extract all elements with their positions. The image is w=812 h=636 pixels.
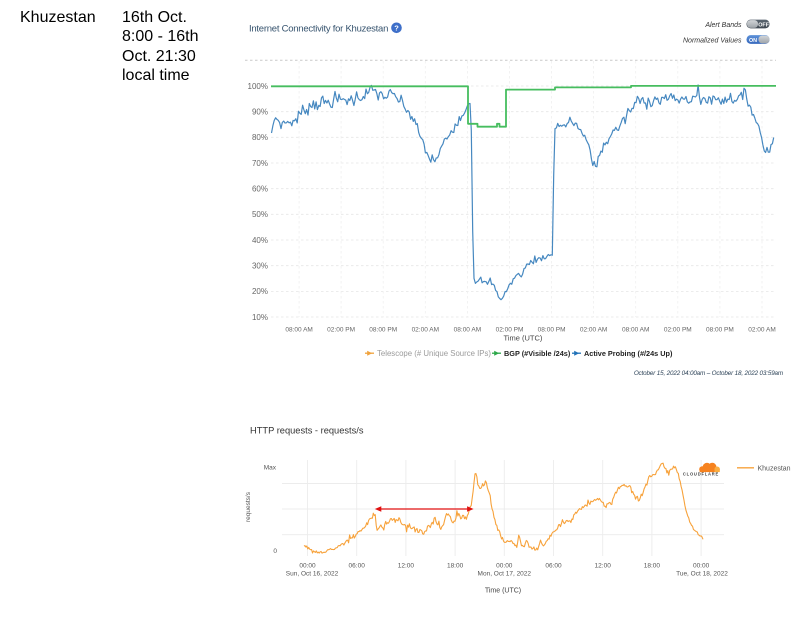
svg-text:OFF: OFF xyxy=(758,23,769,29)
svg-text:Time (UTC): Time (UTC) xyxy=(504,334,543,343)
svg-text:0: 0 xyxy=(273,548,277,555)
svg-text:90%: 90% xyxy=(252,108,268,117)
svg-text:08:00 AM: 08:00 AM xyxy=(622,327,649,334)
svg-text:Mon, Oct 17, 2022: Mon, Oct 17, 2022 xyxy=(478,571,532,578)
svg-text:BGP (#Visible /24s): BGP (#Visible /24s) xyxy=(504,349,571,358)
svg-text:06:00: 06:00 xyxy=(545,563,562,570)
svg-text:08:00 AM: 08:00 AM xyxy=(454,327,481,334)
svg-text:50%: 50% xyxy=(252,210,268,219)
svg-text:02:00 AM: 02:00 AM xyxy=(412,327,439,334)
svg-text:30%: 30% xyxy=(252,262,268,271)
svg-text:08:00 AM: 08:00 AM xyxy=(285,327,312,334)
svg-text:08:00 PM: 08:00 PM xyxy=(369,327,397,334)
svg-text:October 15, 2022 04:00am – Oct: October 15, 2022 04:00am – October 18, 2… xyxy=(634,370,783,377)
svg-text:02:00 PM: 02:00 PM xyxy=(496,327,524,334)
svg-text:02:00 AM: 02:00 AM xyxy=(580,327,607,334)
svg-text:02:00 PM: 02:00 PM xyxy=(327,327,355,334)
svg-text:12:00: 12:00 xyxy=(398,563,415,570)
svg-text:CLOUDFLARE: CLOUDFLARE xyxy=(683,471,719,476)
svg-text:80%: 80% xyxy=(252,133,268,142)
svg-text:40%: 40% xyxy=(252,236,268,245)
svg-text:12:00: 12:00 xyxy=(595,563,612,570)
svg-text:Time (UTC): Time (UTC) xyxy=(485,588,521,595)
svg-text:100%: 100% xyxy=(248,82,268,91)
svg-text:Alert Bands: Alert Bands xyxy=(704,22,742,29)
svg-text:Normalized Values: Normalized Values xyxy=(683,37,742,44)
svg-text:70%: 70% xyxy=(252,159,268,168)
svg-text:02:00 AM: 02:00 AM xyxy=(748,327,775,334)
svg-text:Telescope (# Unique Source IPs: Telescope (# Unique Source IPs) xyxy=(377,349,491,358)
svg-text:Active Probing (#/24s Up): Active Probing (#/24s Up) xyxy=(584,349,673,358)
svg-text:02:00 PM: 02:00 PM xyxy=(664,327,692,334)
svg-text:06:00: 06:00 xyxy=(349,563,366,570)
svg-text:requests/s: requests/s xyxy=(245,491,252,522)
svg-text:Tue, Oct 18, 2022: Tue, Oct 18, 2022 xyxy=(676,571,728,578)
svg-text:Khuzestan: Khuzestan xyxy=(758,465,791,472)
svg-text:60%: 60% xyxy=(252,185,268,194)
svg-text:18:00: 18:00 xyxy=(644,563,661,570)
svg-text:08:00 PM: 08:00 PM xyxy=(706,327,734,334)
svg-text:00:00: 00:00 xyxy=(693,563,710,570)
svg-text:Sun, Oct 16, 2022: Sun, Oct 16, 2022 xyxy=(286,571,339,578)
svg-text:HTTP requests - requests/s: HTTP requests - requests/s xyxy=(250,426,364,436)
svg-text:Internet Connectivity for Khuz: Internet Connectivity for Khuzestan xyxy=(249,24,388,35)
svg-text:Max: Max xyxy=(264,465,277,472)
svg-text:08:00 PM: 08:00 PM xyxy=(538,327,566,334)
svg-text:00:00: 00:00 xyxy=(299,563,316,570)
svg-text:?: ? xyxy=(394,24,399,33)
svg-text:10%: 10% xyxy=(252,313,268,322)
svg-text:00:00: 00:00 xyxy=(496,563,513,570)
svg-text:ON: ON xyxy=(749,38,757,44)
svg-text:18:00: 18:00 xyxy=(447,563,464,570)
svg-text:20%: 20% xyxy=(252,287,268,296)
